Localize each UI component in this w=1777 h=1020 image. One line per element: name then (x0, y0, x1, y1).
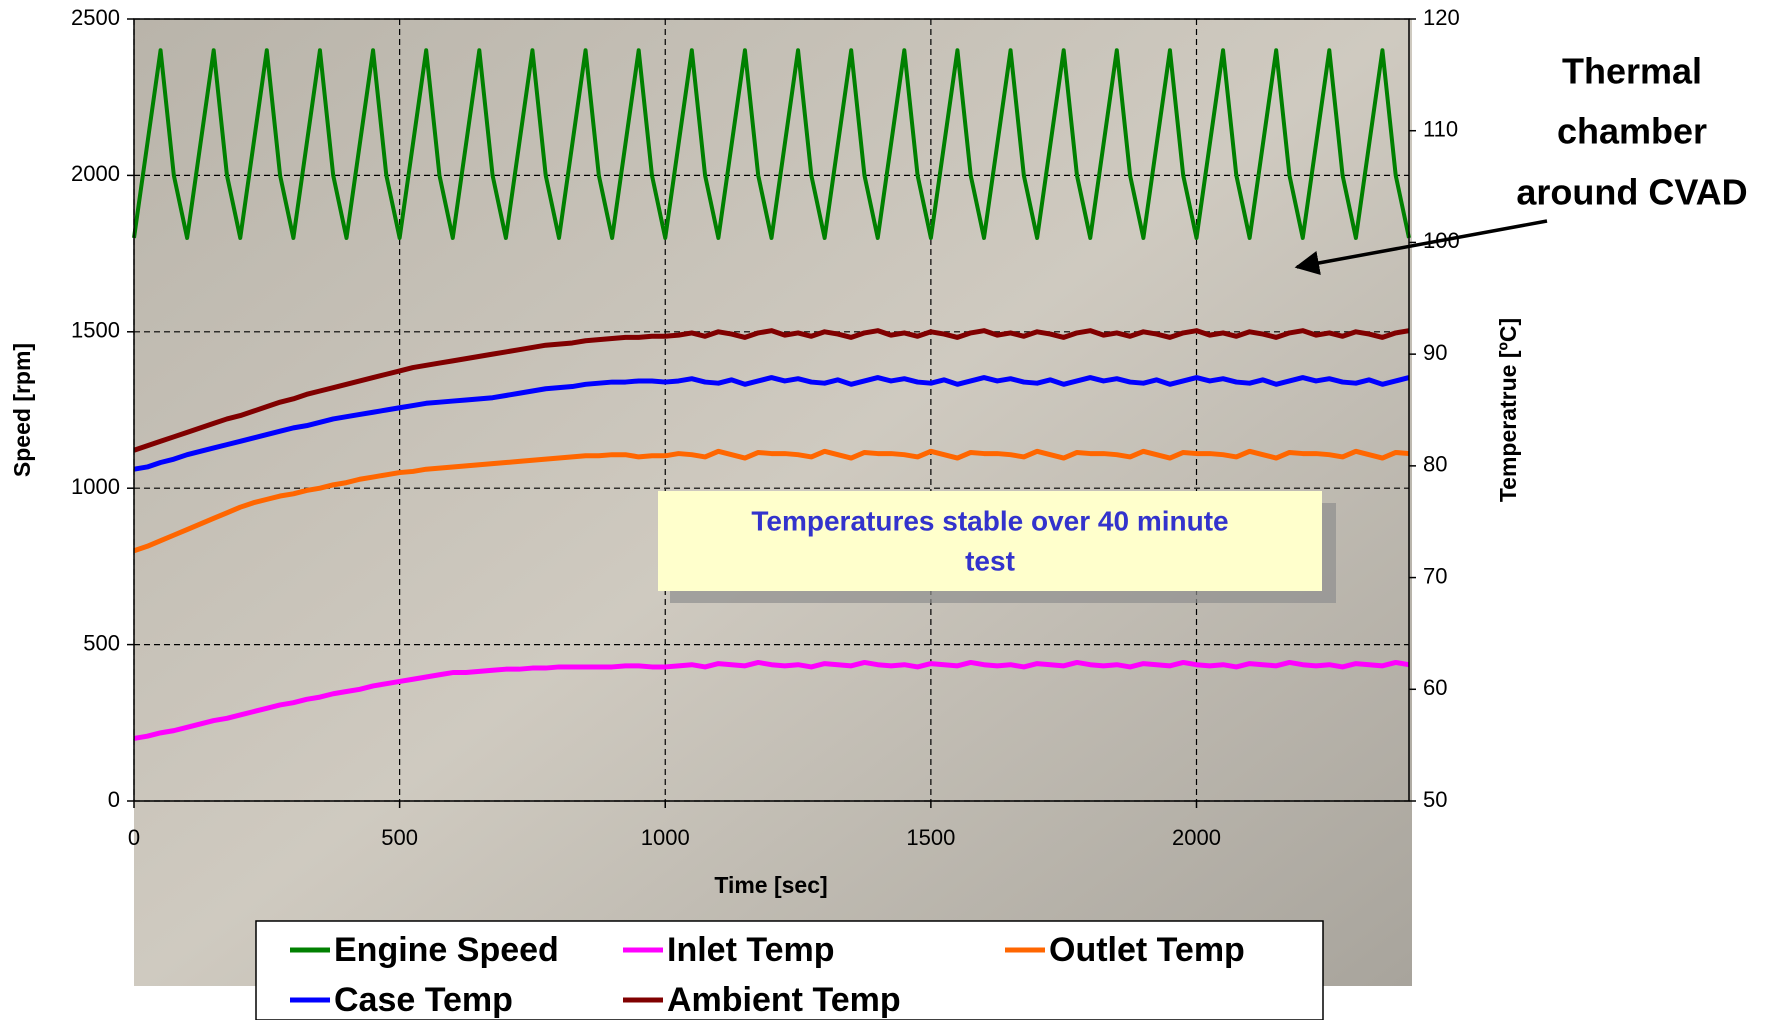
y2-tick-label: 90 (1423, 340, 1447, 365)
y2-tick-label: 60 (1423, 675, 1447, 700)
annotation-text: chamber (1557, 111, 1707, 152)
y-tick-label: 1000 (71, 474, 120, 499)
y-tick-label: 0 (108, 787, 120, 812)
legend-label: Case Temp (334, 981, 513, 1019)
x-tick-label: 1000 (641, 825, 690, 850)
annotation-text: around CVAD (1516, 172, 1747, 213)
annotation-text: Temperatures stable over 40 minute (751, 505, 1228, 536)
x-tick-label: 500 (381, 825, 418, 850)
annotation-text: Thermal (1562, 51, 1702, 92)
annotation-text: test (965, 545, 1015, 576)
y2-tick-label: 110 (1423, 117, 1458, 142)
chart: 0500100015002000250050607080901001101200… (0, 0, 1777, 1020)
legend-label: Engine Speed (334, 931, 559, 969)
legend-label: Inlet Temp (667, 931, 835, 969)
y2-tick-label: 50 (1423, 787, 1447, 812)
y-tick-label: 2500 (71, 5, 120, 30)
x-axis-title: Time [sec] (714, 872, 827, 898)
y-tick-label: 1500 (71, 318, 120, 343)
y2-axis-title: Temperatrue [ºC] (1495, 318, 1521, 502)
legend-label: Ambient Temp (667, 981, 901, 1019)
page: 0500100015002000250050607080901001101200… (0, 0, 1777, 1020)
x-tick-label: 0 (128, 825, 140, 850)
y-tick-label: 500 (83, 630, 120, 655)
x-tick-label: 2000 (1172, 825, 1221, 850)
y2-tick-label: 70 (1423, 563, 1447, 588)
y-axis-title: Speed [rpm] (9, 343, 35, 477)
x-tick-label: 1500 (906, 825, 955, 850)
y-tick-label: 2000 (71, 161, 120, 186)
y2-tick-label: 80 (1423, 452, 1447, 477)
legend-label: Outlet Temp (1049, 931, 1245, 969)
y2-tick-label: 120 (1423, 5, 1460, 30)
